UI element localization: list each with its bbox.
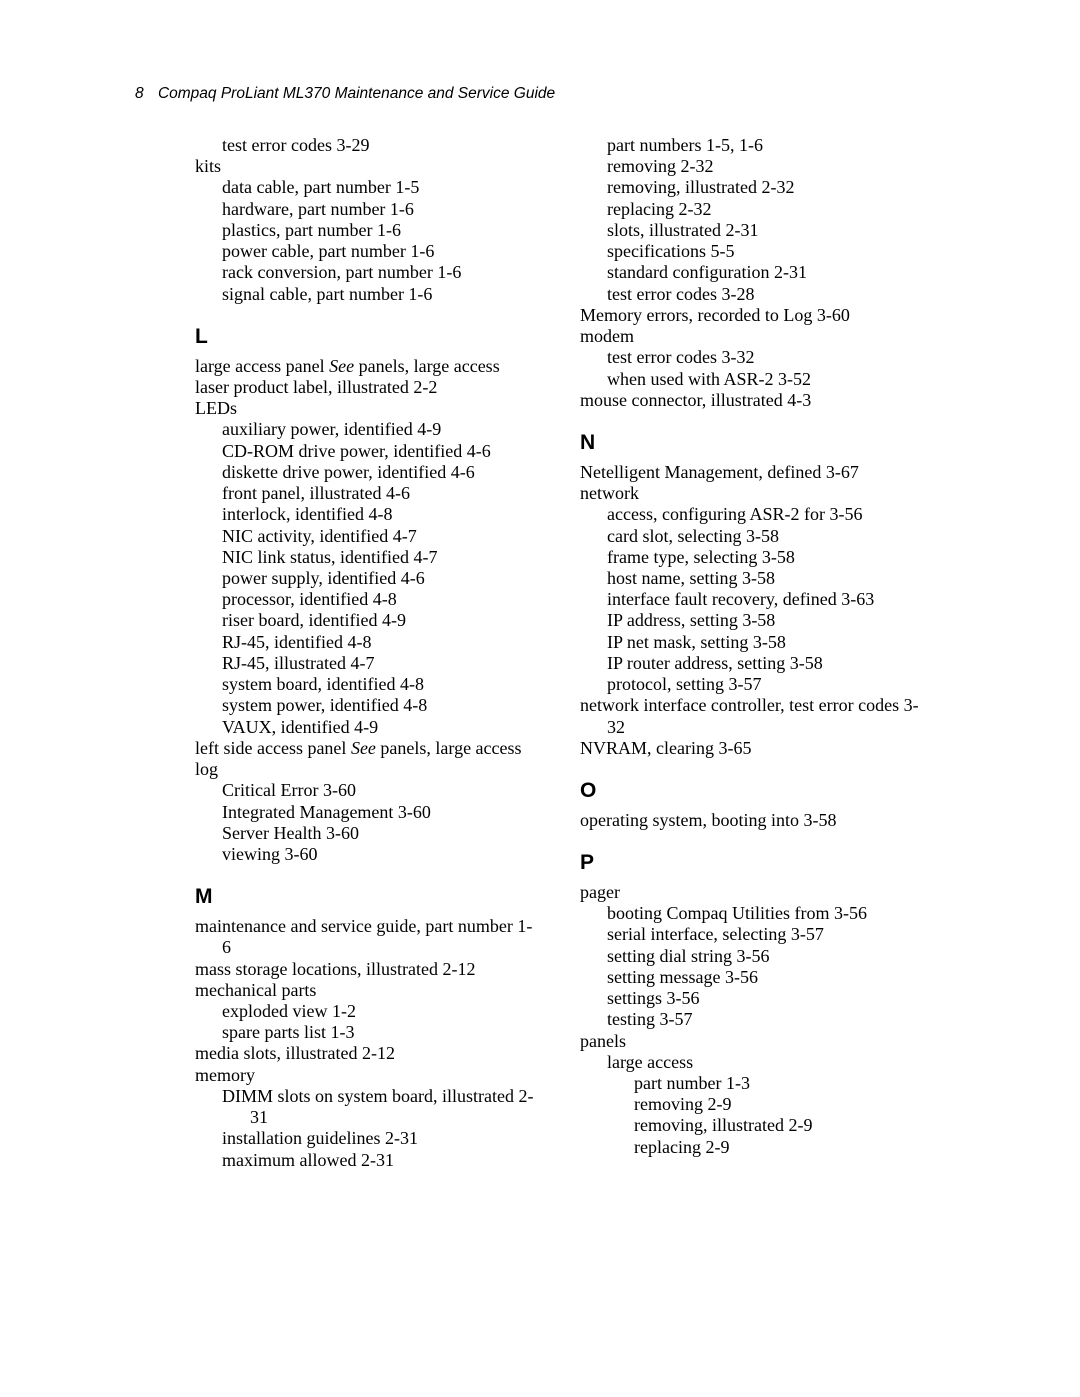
- left-column: test error codes 3-29kitsdata cable, par…: [195, 135, 535, 1171]
- index-entry: maintenance and service guide, part numb…: [195, 916, 535, 958]
- index-entry: system board, identified 4-8: [195, 674, 535, 695]
- index-columns: test error codes 3-29kitsdata cable, par…: [195, 135, 945, 1171]
- index-entry: when used with ASR-2 3-52: [580, 369, 920, 390]
- section-heading: P: [580, 851, 920, 876]
- index-entry: RJ-45, illustrated 4-7: [195, 653, 535, 674]
- index-entry: auxiliary power, identified 4-9: [195, 419, 535, 440]
- index-entry: LEDs: [195, 398, 535, 419]
- index-entry: standard configuration 2-31: [580, 262, 920, 283]
- index-entry: power supply, identified 4-6: [195, 568, 535, 589]
- index-entry: card slot, selecting 3-58: [580, 526, 920, 547]
- index-entry: processor, identified 4-8: [195, 589, 535, 610]
- section-heading: M: [195, 885, 535, 910]
- index-entry: exploded view 1-2: [195, 1001, 535, 1022]
- index-entry: part number 1-3: [580, 1073, 920, 1094]
- index-entry: data cable, part number 1-5: [195, 177, 535, 198]
- index-entry: RJ-45, identified 4-8: [195, 632, 535, 653]
- index-entry: maximum allowed 2-31: [195, 1150, 535, 1171]
- index-entry: kits: [195, 156, 535, 177]
- index-entry: testing 3-57: [580, 1009, 920, 1030]
- index-entry: replacing 2-9: [580, 1137, 920, 1158]
- index-entry: rack conversion, part number 1-6: [195, 262, 535, 283]
- index-entry: viewing 3-60: [195, 844, 535, 865]
- page-header: 8 Compaq ProLiant ML370 Maintenance and …: [135, 85, 555, 103]
- index-entry: interface fault recovery, defined 3-63: [580, 589, 920, 610]
- index-entry: memory: [195, 1065, 535, 1086]
- index-entry: mouse connector, illustrated 4-3: [580, 390, 920, 411]
- index-entry: NIC link status, identified 4-7: [195, 547, 535, 568]
- index-entry: Integrated Management 3-60: [195, 802, 535, 823]
- index-entry: Critical Error 3-60: [195, 780, 535, 801]
- index-entry: system power, identified 4-8: [195, 695, 535, 716]
- index-entry: mass storage locations, illustrated 2-12: [195, 959, 535, 980]
- index-entry: VAUX, identified 4-9: [195, 717, 535, 738]
- index-entry: setting message 3-56: [580, 967, 920, 988]
- index-entry: host name, setting 3-58: [580, 568, 920, 589]
- index-entry: power cable, part number 1-6: [195, 241, 535, 262]
- index-entry: test error codes 3-32: [580, 347, 920, 368]
- index-entry: log: [195, 759, 535, 780]
- index-entry: serial interface, selecting 3-57: [580, 924, 920, 945]
- index-entry: IP router address, setting 3-58: [580, 653, 920, 674]
- index-entry: media slots, illustrated 2-12: [195, 1043, 535, 1064]
- section-heading: O: [580, 779, 920, 804]
- index-entry: network: [580, 483, 920, 504]
- index-entry: plastics, part number 1-6: [195, 220, 535, 241]
- index-entry: interlock, identified 4-8: [195, 504, 535, 525]
- index-entry: specifications 5-5: [580, 241, 920, 262]
- index-entry: operating system, booting into 3-58: [580, 810, 920, 831]
- index-entry: signal cable, part number 1-6: [195, 284, 535, 305]
- index-entry: Server Health 3-60: [195, 823, 535, 844]
- index-entry: laser product label, illustrated 2-2: [195, 377, 535, 398]
- index-entry: replacing 2-32: [580, 199, 920, 220]
- index-entry: removing, illustrated 2-9: [580, 1115, 920, 1136]
- section-heading: N: [580, 431, 920, 456]
- index-entry: pager: [580, 882, 920, 903]
- index-entry: setting dial string 3-56: [580, 946, 920, 967]
- index-entry: DIMM slots on system board, illustrated …: [195, 1086, 535, 1128]
- index-entry: NIC activity, identified 4-7: [195, 526, 535, 547]
- index-entry: network interface controller, test error…: [580, 695, 920, 737]
- header-title: Compaq ProLiant ML370 Maintenance and Se…: [158, 85, 555, 102]
- index-entry: IP address, setting 3-58: [580, 610, 920, 631]
- section-heading: L: [195, 325, 535, 350]
- right-column: part numbers 1-5, 1-6removing 2-32removi…: [580, 135, 920, 1171]
- index-entry: installation guidelines 2-31: [195, 1128, 535, 1149]
- index-entry: part numbers 1-5, 1-6: [580, 135, 920, 156]
- page-number: 8: [135, 85, 144, 102]
- index-entry: removing 2-32: [580, 156, 920, 177]
- index-entry: modem: [580, 326, 920, 347]
- index-entry: test error codes 3-29: [195, 135, 535, 156]
- index-entry: riser board, identified 4-9: [195, 610, 535, 631]
- index-entry: hardware, part number 1-6: [195, 199, 535, 220]
- index-entry: front panel, illustrated 4-6: [195, 483, 535, 504]
- index-entry: booting Compaq Utilities from 3-56: [580, 903, 920, 924]
- index-entry: Memory errors, recorded to Log 3-60: [580, 305, 920, 326]
- index-entry: removing 2-9: [580, 1094, 920, 1115]
- index-entry: panels: [580, 1031, 920, 1052]
- index-entry: test error codes 3-28: [580, 284, 920, 305]
- index-entry: diskette drive power, identified 4-6: [195, 462, 535, 483]
- index-entry: mechanical parts: [195, 980, 535, 1001]
- index-entry: access, configuring ASR-2 for 3-56: [580, 504, 920, 525]
- index-entry: slots, illustrated 2-31: [580, 220, 920, 241]
- index-entry: large access panel See panels, large acc…: [195, 356, 535, 377]
- index-entry: protocol, setting 3-57: [580, 674, 920, 695]
- index-entry: CD-ROM drive power, identified 4-6: [195, 441, 535, 462]
- index-entry: removing, illustrated 2-32: [580, 177, 920, 198]
- index-entry: NVRAM, clearing 3-65: [580, 738, 920, 759]
- index-entry: spare parts list 1-3: [195, 1022, 535, 1043]
- index-entry: large access: [580, 1052, 920, 1073]
- index-entry: frame type, selecting 3-58: [580, 547, 920, 568]
- index-entry: IP net mask, setting 3-58: [580, 632, 920, 653]
- index-entry: left side access panel See panels, large…: [195, 738, 535, 759]
- index-entry: Netelligent Management, defined 3-67: [580, 462, 920, 483]
- index-entry: settings 3-56: [580, 988, 920, 1009]
